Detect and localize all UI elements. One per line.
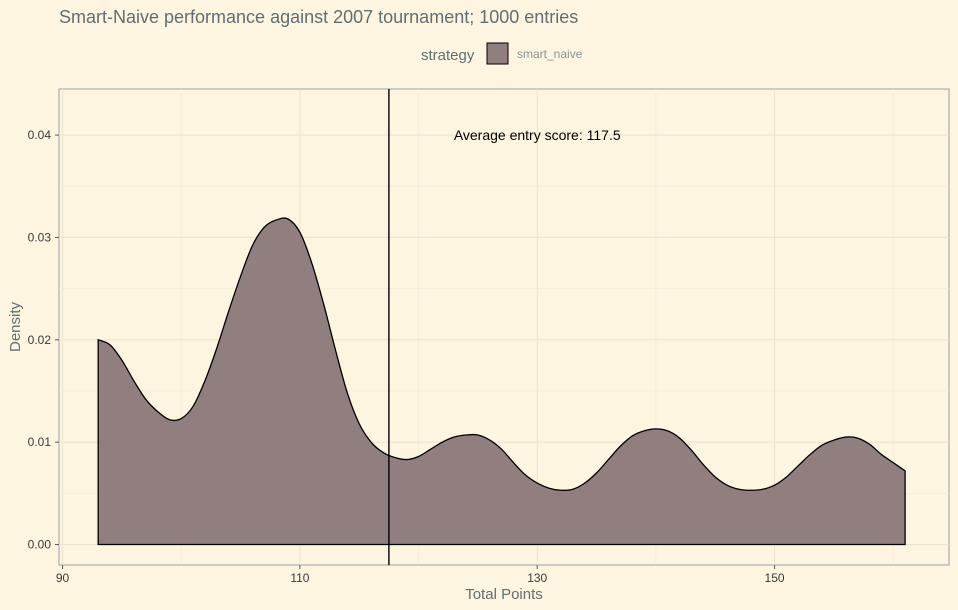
- chart-title: Smart-Naive performance against 2007 tou…: [59, 7, 578, 27]
- density-area-smart-naive: [97, 217, 906, 546]
- x-tick-label: 90: [56, 571, 70, 585]
- plot-area: Average entry score: 117.5: [58, 88, 950, 566]
- y-axis-title: Density: [7, 301, 24, 352]
- y-tick-label: 0.03: [28, 230, 52, 244]
- x-tick-label: 130: [527, 571, 547, 585]
- x-axis-title: Total Points: [465, 586, 543, 603]
- x-tick-label: 110: [290, 571, 309, 585]
- y-axis: 0.00 0.01 0.02 0.03 0.04: [28, 128, 59, 552]
- x-tick-label: 150: [765, 571, 785, 585]
- y-tick-label: 0.01: [28, 435, 52, 449]
- average-score-annotation: Average entry score: 117.5: [454, 127, 621, 143]
- legend-title: strategy: [421, 47, 475, 64]
- legend-key-smart-naive: [486, 42, 509, 65]
- legend: strategy smart_naive: [421, 42, 583, 65]
- x-axis: 90 110 130 150: [56, 565, 785, 585]
- y-tick-label: 0.00: [28, 538, 52, 552]
- y-tick-label: 0.04: [28, 128, 52, 142]
- y-tick-label: 0.02: [28, 333, 52, 347]
- legend-label-smart-naive: smart_naive: [517, 47, 583, 61]
